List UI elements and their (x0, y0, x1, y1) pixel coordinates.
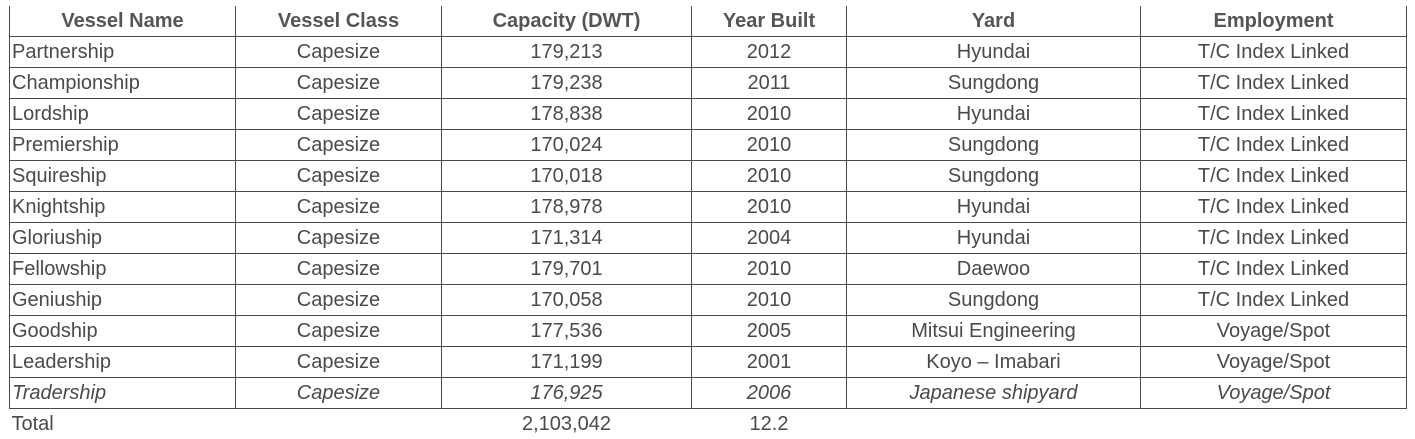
cell-vessel-name: Gloriuship (10, 223, 236, 254)
header-yard: Yard (847, 6, 1141, 37)
cell-year-built: 2010 (692, 285, 847, 316)
header-vessel-name: Vessel Name (10, 6, 236, 37)
header-vessel-class: Vessel Class (236, 6, 442, 37)
cell-yard: Hyundai (847, 37, 1141, 68)
cell-vessel-class: Capesize (236, 285, 442, 316)
cell-vessel-class: Capesize (236, 223, 442, 254)
cell-vessel-name: Premiership (10, 130, 236, 161)
cell-yard: Japanese shipyard (847, 378, 1141, 409)
cell-vessel-name: Lordship (10, 99, 236, 130)
cell-vessel-name: Goodship (10, 316, 236, 347)
cell-capacity: 178,838 (442, 99, 692, 130)
cell-capacity: 170,018 (442, 161, 692, 192)
cell-capacity: 179,238 (442, 68, 692, 99)
cell-vessel-name: Squireship (10, 161, 236, 192)
cell-vessel-class: Capesize (236, 254, 442, 285)
cell-yard: Hyundai (847, 192, 1141, 223)
cell-year-built: 2010 (692, 161, 847, 192)
cell-vessel-name: Championship (10, 68, 236, 99)
cell-employment: T/C Index Linked (1141, 254, 1407, 285)
cell-vessel-name: Tradership (10, 378, 236, 409)
cell-year-built: 2011 (692, 68, 847, 99)
cell-year-built: 2010 (692, 192, 847, 223)
cell-capacity: 178,978 (442, 192, 692, 223)
cell-employment: T/C Index Linked (1141, 99, 1407, 130)
cell-vessel-class: Capesize (236, 378, 442, 409)
cell-employment: T/C Index Linked (1141, 68, 1407, 99)
cell-yard: Sungdong (847, 285, 1141, 316)
cell-employment: Voyage/Spot (1141, 347, 1407, 378)
cell-year-built: 2001 (692, 347, 847, 378)
cell-employment: T/C Index Linked (1141, 285, 1407, 316)
cell-vessel-name: Knightship (10, 192, 236, 223)
cell-yard: Hyundai (847, 223, 1141, 254)
header-employment: Employment (1141, 6, 1407, 37)
cell-capacity: 179,701 (442, 254, 692, 285)
cell-employment: T/C Index Linked (1141, 223, 1407, 254)
cell-vessel-class: Capesize (236, 161, 442, 192)
cell-employment: T/C Index Linked (1141, 161, 1407, 192)
cell-year-built: 2012 (692, 37, 847, 68)
fleet-table: Vessel Name Vessel Class Capacity (DWT) … (9, 6, 1407, 439)
cell-capacity: 176,925 (442, 378, 692, 409)
cell-capacity: 170,024 (442, 130, 692, 161)
cell-employment: T/C Index Linked (1141, 130, 1407, 161)
cell-employment: T/C Index Linked (1141, 192, 1407, 223)
cell-year-built: 2005 (692, 316, 847, 347)
cell-vessel-class: Capesize (236, 347, 442, 378)
cell-vessel-class: Capesize (236, 68, 442, 99)
header-row: Vessel Name Vessel Class Capacity (DWT) … (10, 6, 1407, 37)
cell-vessel-class: Capesize (236, 130, 442, 161)
cell-vessel-class: Capesize (236, 99, 442, 130)
cell-employment: T/C Index Linked (1141, 37, 1407, 68)
cell-year-built: 2010 (692, 130, 847, 161)
cell-vessel-class: Capesize (236, 316, 442, 347)
cell-employment: Voyage/Spot (1141, 316, 1407, 347)
cell-yard: Sungdong (847, 130, 1141, 161)
cell-capacity: 177,536 (442, 316, 692, 347)
cell-yard: Hyundai (847, 99, 1141, 130)
cell-yard: Mitsui Engineering (847, 316, 1141, 347)
cell-vessel-name: Leadership (10, 347, 236, 378)
cell-vessel-name: Fellowship (10, 254, 236, 285)
cell-year-built: 2010 (692, 254, 847, 285)
cell-vessel-name: Partnership (10, 37, 236, 68)
cell-year-built: 2010 (692, 99, 847, 130)
cell-capacity: 179,213 (442, 37, 692, 68)
cell-vessel-name: Geniuship (10, 285, 236, 316)
cell-yard: Sungdong (847, 161, 1141, 192)
cell-vessel-class: Capesize (236, 192, 442, 223)
cell-capacity: 171,314 (442, 223, 692, 254)
header-capacity: Capacity (DWT) (442, 6, 692, 37)
cell-year-built: 2006 (692, 378, 847, 409)
cell-employment: Voyage/Spot (1141, 378, 1407, 409)
cell-yard: Daewoo (847, 254, 1141, 285)
cell-capacity: 170,058 (442, 285, 692, 316)
cell-yard: Koyo – Imabari (847, 347, 1141, 378)
cell-year-built: 2004 (692, 223, 847, 254)
cell-vessel-class: Capesize (236, 37, 442, 68)
cell-capacity: 171,199 (442, 347, 692, 378)
header-year-built: Year Built (692, 6, 847, 37)
cell-yard: Sungdong (847, 68, 1141, 99)
